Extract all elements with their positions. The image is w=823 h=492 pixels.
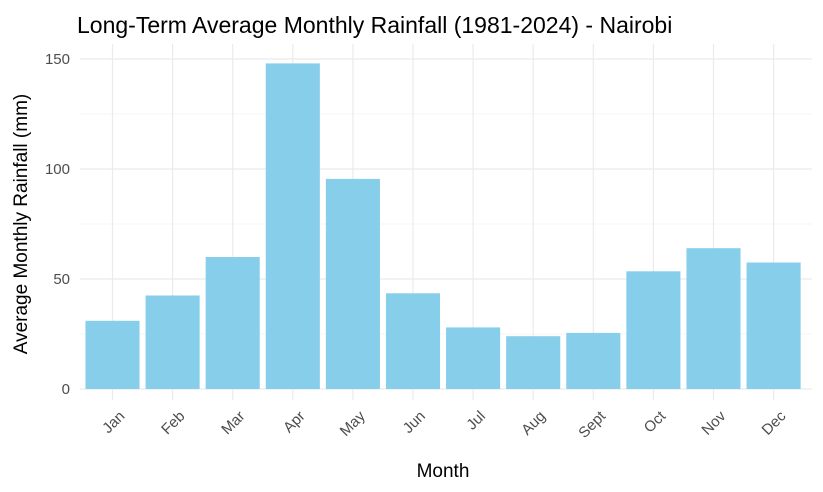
x-tick-label-jun: Jun: [400, 408, 429, 437]
x-tick-label-apr: Apr: [280, 408, 309, 437]
bar-jan: [85, 320, 140, 389]
x-tick-label-mar: Mar: [218, 408, 248, 438]
x-tick-label-jul: Jul: [463, 408, 489, 434]
y-axis-title: Average Monthly Rainfall (mm): [11, 94, 32, 354]
bars: [85, 63, 801, 390]
bar-nov: [686, 248, 741, 389]
y-tick-label: 50: [53, 271, 70, 288]
bar-jun: [385, 293, 441, 389]
bar-may: [325, 178, 380, 389]
x-tick-label-sept: Sept: [575, 407, 609, 441]
x-tick-label-aug: Aug: [518, 408, 549, 439]
bar-dec: [746, 262, 801, 389]
bar-aug: [506, 336, 561, 389]
y-tick-label: 150: [45, 51, 70, 68]
bar-oct: [626, 271, 681, 389]
x-tick-label-nov: Nov: [698, 407, 729, 438]
y-tick-label: 0: [62, 381, 70, 398]
chart-title: Long-Term Average Monthly Rainfall (1981…: [77, 12, 672, 38]
y-tick-label: 100: [45, 161, 70, 178]
x-axis-title: Month: [417, 461, 470, 482]
x-tick-label-feb: Feb: [158, 408, 188, 438]
y-axis-ticks: 0 50 100 150: [45, 51, 70, 398]
bar-apr: [265, 63, 320, 390]
x-tick-label-dec: Dec: [759, 407, 790, 438]
x-axis-ticks: Jan Feb Mar Apr May Jun Jul Aug Sept Oct Nov Dec: [99, 407, 790, 441]
x-tick-label-jan: Jan: [99, 408, 128, 437]
bar-feb: [145, 295, 200, 389]
x-tick-label-may: May: [337, 407, 369, 439]
x-tick-label-oct: Oct: [641, 407, 670, 436]
bar-sept: [566, 332, 621, 389]
bar-mar: [205, 257, 260, 389]
bar-jul: [446, 327, 501, 389]
